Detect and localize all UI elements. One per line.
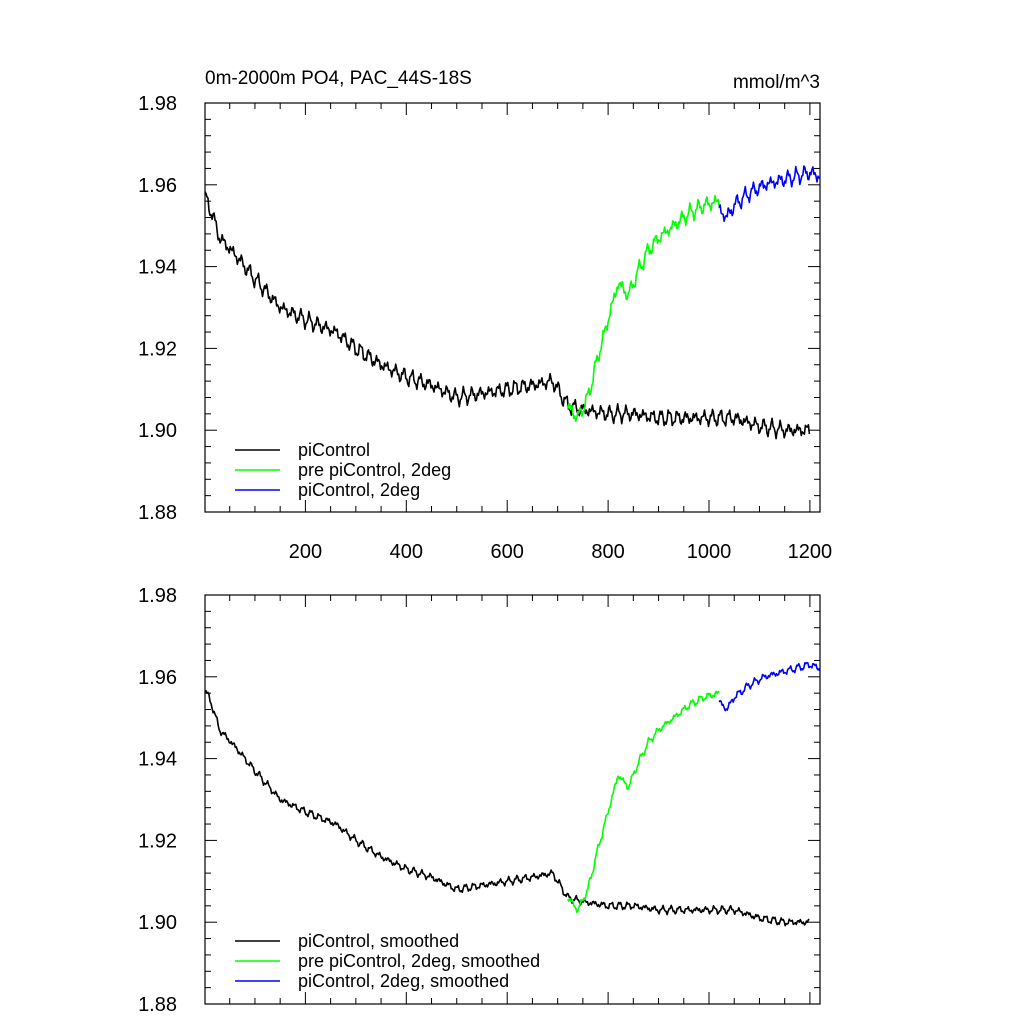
top-panel-units: mmol/m^3 bbox=[733, 72, 820, 93]
y-tick-label: 1.96 bbox=[138, 175, 177, 197]
series-line-pre-picontrol-2deg-smoothed bbox=[567, 690, 720, 914]
y-tick-label: 1.92 bbox=[138, 338, 177, 360]
legend-label: piControl, 2deg, smoothed bbox=[298, 971, 509, 991]
y-tick-label: 1.98 bbox=[138, 93, 177, 115]
series-line-picontrol-2deg-smoothed bbox=[718, 661, 821, 712]
y-tick-label: 1.92 bbox=[138, 830, 177, 852]
legend-label: piControl bbox=[298, 440, 370, 460]
legend-label: pre piControl, 2deg bbox=[298, 460, 451, 480]
x-tick-label: 1000 bbox=[687, 541, 732, 563]
y-tick-label: 1.88 bbox=[138, 502, 177, 524]
bottom-panel-series bbox=[204, 661, 821, 927]
x-tick-label: 400 bbox=[390, 541, 423, 563]
top-panel-frame bbox=[204, 102, 821, 513]
bottom-panel-frame bbox=[204, 594, 821, 1005]
top-panel-series bbox=[204, 165, 821, 440]
y-tick-label: 1.90 bbox=[138, 420, 177, 442]
x-tick-label: 1200 bbox=[788, 541, 833, 563]
x-tick-label: 600 bbox=[491, 541, 524, 563]
legend-label: piControl, 2deg bbox=[298, 480, 420, 500]
bottom-panel-ticks bbox=[205, 594, 820, 1005]
top-panel-title: 0m-2000m PO4, PAC_44S-18S bbox=[205, 68, 472, 89]
y-tick-label: 1.98 bbox=[138, 585, 177, 607]
bottom-panel-y-tick-labels: 1.88 1.90 1.92 1.94 1.96 1.98 bbox=[138, 585, 177, 1016]
top-panel-ticks bbox=[205, 102, 820, 513]
legend-label: piControl, smoothed bbox=[298, 931, 459, 951]
y-tick-label: 1.96 bbox=[138, 667, 177, 689]
y-tick-label: 1.94 bbox=[138, 749, 177, 771]
x-tick-label: 200 bbox=[289, 541, 322, 563]
top-panel: 0m-2000m PO4, PAC_44S-18S mmol/m^3 1.88 … bbox=[138, 68, 832, 563]
x-tick-label: 800 bbox=[591, 541, 624, 563]
series-line-picontrol bbox=[204, 191, 811, 440]
series-line-picontrol-2deg bbox=[718, 165, 821, 223]
series-line-pre-picontrol-2deg bbox=[566, 194, 720, 422]
top-panel-legend: piControl pre piControl, 2deg piControl,… bbox=[235, 440, 451, 500]
top-panel-x-tick-labels: 200 400 600 800 1000 1200 bbox=[289, 541, 832, 563]
bottom-panel-legend: piControl, smoothed pre piControl, 2deg,… bbox=[235, 931, 540, 991]
legend-label: pre piControl, 2deg, smoothed bbox=[298, 951, 540, 971]
y-tick-label: 1.90 bbox=[138, 912, 177, 934]
y-tick-label: 1.94 bbox=[138, 257, 177, 279]
top-panel-y-tick-labels: 1.88 1.90 1.92 1.94 1.96 1.98 bbox=[138, 93, 177, 524]
bottom-panel: 1.88 1.90 1.92 1.94 1.96 1.98 piControl,… bbox=[138, 585, 821, 1016]
y-tick-label: 1.88 bbox=[138, 994, 177, 1016]
series-line-picontrol-smoothed bbox=[204, 689, 810, 927]
